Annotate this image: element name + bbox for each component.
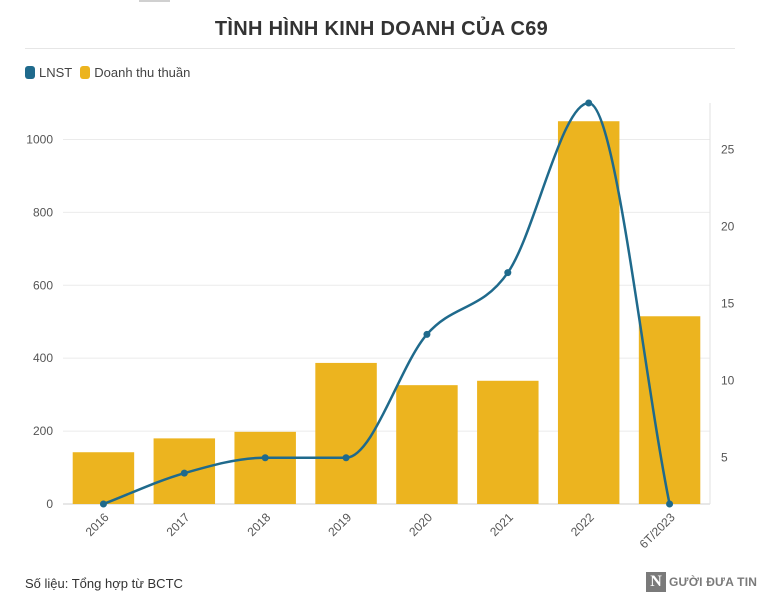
y-right-tick-label: 10 [721,374,735,388]
lnst-point-2021 [504,269,512,277]
source-note: Số liệu: Tổng hợp từ BCTC [25,576,183,591]
lnst-point-2020 [423,330,431,338]
bar-2022 [557,121,620,505]
lnst-point-6t-2023 [666,500,674,508]
brand-logo-letter: N [646,572,666,592]
brand-logo-text: GƯỜI ĐƯA TIN [669,575,758,589]
brand-logo: N GƯỜI ĐƯA TIN [646,572,757,592]
x-tick-label: 2018 [245,510,274,539]
legend-label-lnst: LNST [39,65,73,80]
x-tick-label: 2021 [487,510,516,539]
chart-legend: LNST Doanh thu thuần [25,65,198,80]
y-right-tick-label: 25 [721,142,735,156]
title-divider [25,48,735,49]
top-edge-mark [139,0,170,2]
lnst-line [102,101,671,506]
lnst-point-2016 [99,500,107,508]
x-tick-label: 2020 [406,510,435,539]
x-tick-label: 2017 [164,510,193,539]
x-tick-label: 2019 [325,510,354,539]
x-tick-label: 2022 [568,510,597,539]
legend-item-revenue[interactable]: Doanh thu thuần [80,65,190,80]
y-left-tick-label: 200 [33,424,53,438]
lnst-point-2022 [585,99,593,107]
bar-2020 [396,385,458,504]
legend-swatch-revenue [80,66,91,79]
x-tick-label: 6T/2023 [637,510,678,551]
lnst-point-2017 [180,469,188,477]
x-tick-label: 2016 [83,510,112,539]
chart-title: TÌNH HÌNH KINH DOANH CỦA C69 [214,18,549,40]
lnst-point-2019 [342,454,350,462]
legend-item-lnst[interactable]: LNST [25,65,72,80]
bar-2019 [315,362,377,504]
y-right-tick-label: 15 [721,297,735,311]
y-left-tick-label: 600 [33,278,53,292]
y-left-tick-label: 800 [33,205,53,219]
legend-label-revenue: Doanh thu thuần [94,65,191,80]
bar-6t-2023 [638,316,701,504]
y-left-tick-label: 1000 [26,132,53,146]
y-right-tick-label: 20 [721,219,735,233]
y-right-tick-label: 5 [721,451,728,465]
legend-swatch-lnst [25,66,35,79]
bar-2021 [477,380,539,504]
y-left-tick-label: 0 [46,497,53,511]
y-left-tick-label: 400 [33,351,53,365]
bar-2018 [234,431,296,504]
lnst-point-2018 [261,454,269,462]
